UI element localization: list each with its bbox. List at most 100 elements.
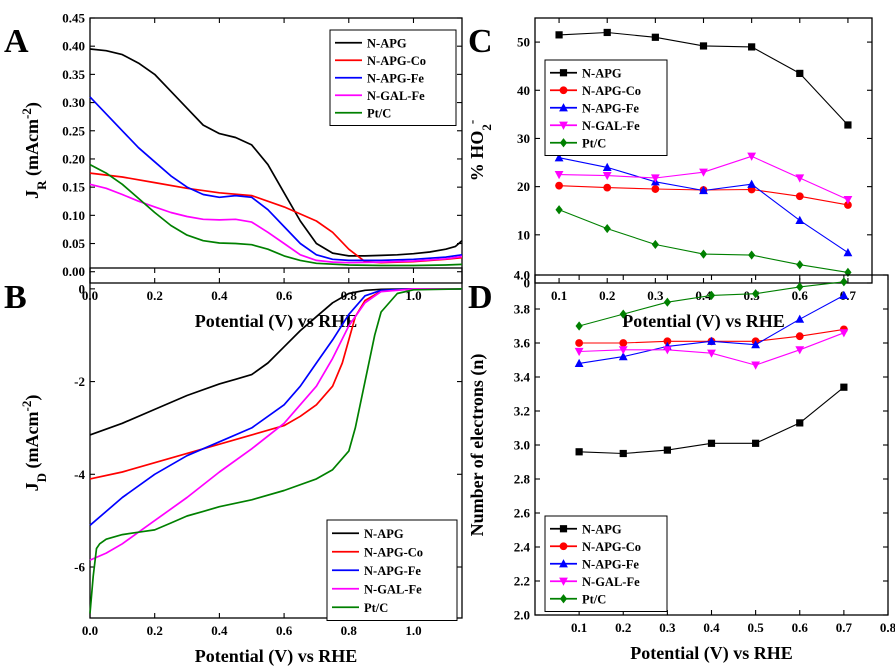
plot-frame	[89, 17, 463, 284]
y-tick-label: 0.30	[62, 95, 85, 110]
y-tick-label: 3.0	[514, 438, 530, 453]
data-point	[618, 352, 628, 361]
data-point	[603, 183, 612, 192]
y-axis-label-main: % HO	[467, 131, 487, 182]
data-point	[603, 223, 611, 234]
y-tick-label: 3.4	[514, 370, 531, 385]
series-line	[89, 288, 462, 480]
data-point	[747, 179, 757, 188]
y-axis-label: Number of electrons (n)	[467, 354, 488, 537]
y-tick-label: 0.15	[62, 180, 85, 195]
data-point	[699, 185, 708, 195]
y-axis-label-main: J	[22, 482, 42, 491]
y-tick-label: 0.10	[62, 208, 85, 223]
x-tick-label: 0.2	[615, 620, 631, 635]
x-tick-label: 0.8	[341, 288, 358, 303]
data-point	[663, 446, 671, 454]
data-point	[619, 309, 627, 319]
data-point	[707, 336, 716, 345]
y-tick-label: 2.6	[514, 506, 531, 521]
data-point	[844, 201, 852, 209]
x-tick-label: 1.0	[405, 288, 421, 303]
legend-label: N-APG-Fe	[582, 557, 639, 571]
y-tick-label: 40	[517, 83, 530, 98]
panel-d: 0.1 0.2 0.3 0.4 0.5 0.6 0.7 0.8 2.0 2.2 2.4 2.6 2.8 3…	[467, 268, 895, 665]
panel-label-d: D	[468, 279, 493, 316]
data-point	[843, 248, 853, 257]
x-tick-label: 0.6	[792, 620, 809, 635]
x-tick-label: 0.8	[341, 623, 358, 638]
y-axis-label: JD (mAcm-2)	[19, 395, 49, 492]
data-point	[575, 321, 583, 331]
data-point	[699, 42, 708, 50]
data-point	[795, 215, 805, 224]
y-tick-label: 0	[79, 281, 86, 296]
x-tick-label: 0.2	[147, 623, 163, 638]
data-point	[840, 277, 848, 287]
data-point	[796, 282, 804, 292]
panel-label-c: C	[468, 23, 493, 60]
y-axis-label: JR (mAcm-2)	[19, 102, 49, 199]
legend-label: N-APG	[582, 66, 622, 80]
data-point	[707, 439, 716, 447]
y-axis-label-close: )	[22, 102, 43, 108]
data-point	[751, 340, 761, 349]
data-point	[574, 358, 584, 367]
x-tick-label: 0.4	[695, 288, 712, 303]
data-point	[662, 346, 672, 355]
y-axis-label-sup: -2	[19, 401, 34, 412]
legend-label: N-GAL-Fe	[582, 119, 640, 133]
x-tick-label: 0.6	[276, 623, 293, 638]
y-tick-label: 0.40	[62, 39, 85, 54]
data-point	[796, 419, 804, 427]
y-tick-label: 0.45	[62, 11, 85, 26]
data-point	[844, 267, 852, 277]
y-tick-label: 0.00	[62, 264, 85, 279]
y-tick-label: 2.2	[514, 574, 530, 589]
legend-marker	[559, 577, 568, 586]
y-tick-label: 30	[517, 131, 530, 146]
data-point	[752, 439, 760, 447]
data-point	[618, 346, 628, 355]
plot-frame	[89, 267, 463, 619]
panel-b: 0.0 0.2 0.4 0.6 0.8 1.0 -6 -4 -2 0 Potential (V) v…	[19, 267, 463, 667]
x-axis-label: Potential (V) vs RHE	[195, 311, 357, 332]
data-point	[663, 297, 671, 307]
data-point	[748, 250, 756, 260]
x-tick-label: 0.2	[147, 288, 163, 303]
data-point	[575, 448, 583, 456]
y-tick-label: 4.0	[514, 268, 530, 283]
data-point	[650, 174, 660, 183]
data-point	[651, 239, 659, 250]
data-point	[554, 170, 564, 180]
legend-label: N-GAL-Fe	[367, 89, 425, 103]
legend-label: N-APG-Fe	[367, 71, 424, 85]
data-point	[795, 332, 804, 341]
y-tick-label: 0.25	[62, 123, 85, 138]
data-point	[619, 449, 627, 458]
legend-marker	[559, 525, 568, 533]
data-point	[752, 289, 760, 299]
data-point	[575, 339, 584, 347]
legend-marker	[559, 542, 568, 551]
data-point	[839, 329, 849, 338]
legend-marker	[559, 594, 568, 604]
x-tick-label: 1.0	[405, 623, 421, 638]
legend-label: N-APG	[364, 527, 404, 541]
y-tick-label: 3.6	[514, 336, 531, 351]
data-point	[840, 383, 848, 391]
y-tick-label: -6	[74, 560, 85, 575]
data-point	[651, 185, 660, 193]
legend-marker	[559, 138, 568, 148]
legend-marker	[559, 121, 568, 130]
data-point	[699, 249, 708, 259]
data-point	[796, 69, 804, 78]
data-point	[751, 361, 761, 370]
y-axis-label-unit: (mAcm	[22, 411, 43, 472]
legend-label: N-APG	[582, 522, 622, 536]
data-point	[795, 346, 805, 355]
x-tick-label: 0.3	[647, 288, 664, 303]
series-line	[89, 288, 463, 614]
data-point	[839, 290, 849, 299]
